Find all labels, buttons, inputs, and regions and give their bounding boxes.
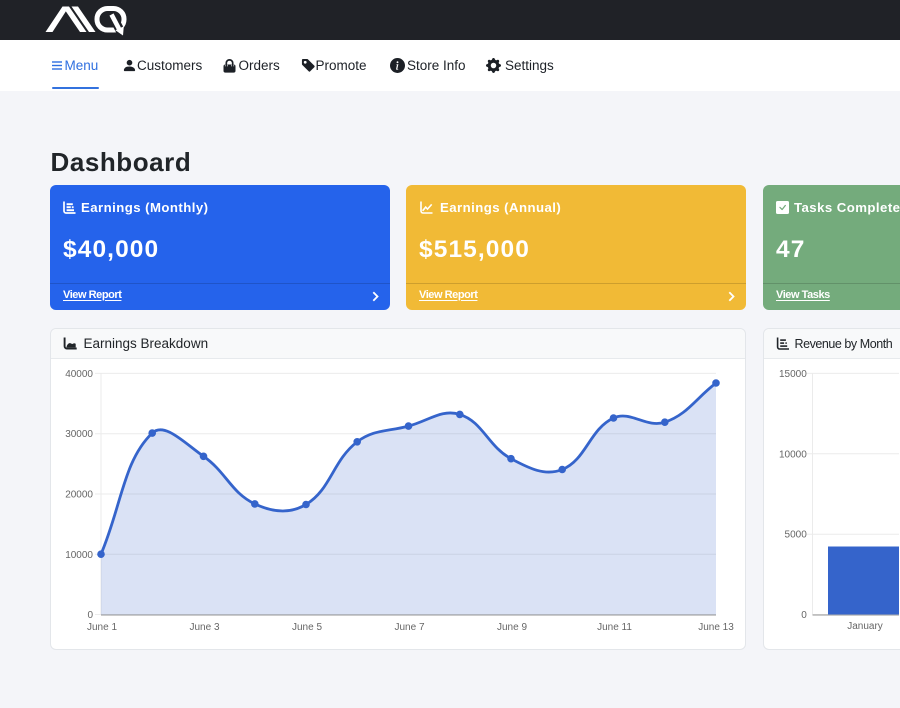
svg-text:0: 0 xyxy=(87,610,93,621)
svg-text:June 7: June 7 xyxy=(394,622,424,633)
svg-text:30000: 30000 xyxy=(65,429,93,440)
svg-text:10000: 10000 xyxy=(65,550,93,561)
svg-text:June 9: June 9 xyxy=(497,622,527,633)
svg-text:June 1: June 1 xyxy=(87,622,117,633)
svg-text:June 13: June 13 xyxy=(698,622,734,633)
svg-text:June 5: June 5 xyxy=(292,622,322,633)
svg-text:15000: 15000 xyxy=(779,369,807,380)
svg-text:January: January xyxy=(847,621,883,632)
svg-text:40000: 40000 xyxy=(65,369,93,380)
svg-text:0: 0 xyxy=(801,610,807,621)
svg-text:June 11: June 11 xyxy=(597,622,632,633)
svg-text:10000: 10000 xyxy=(779,449,807,460)
svg-text:5000: 5000 xyxy=(785,530,808,541)
svg-text:June 3: June 3 xyxy=(189,622,219,633)
svg-text:20000: 20000 xyxy=(65,490,93,501)
